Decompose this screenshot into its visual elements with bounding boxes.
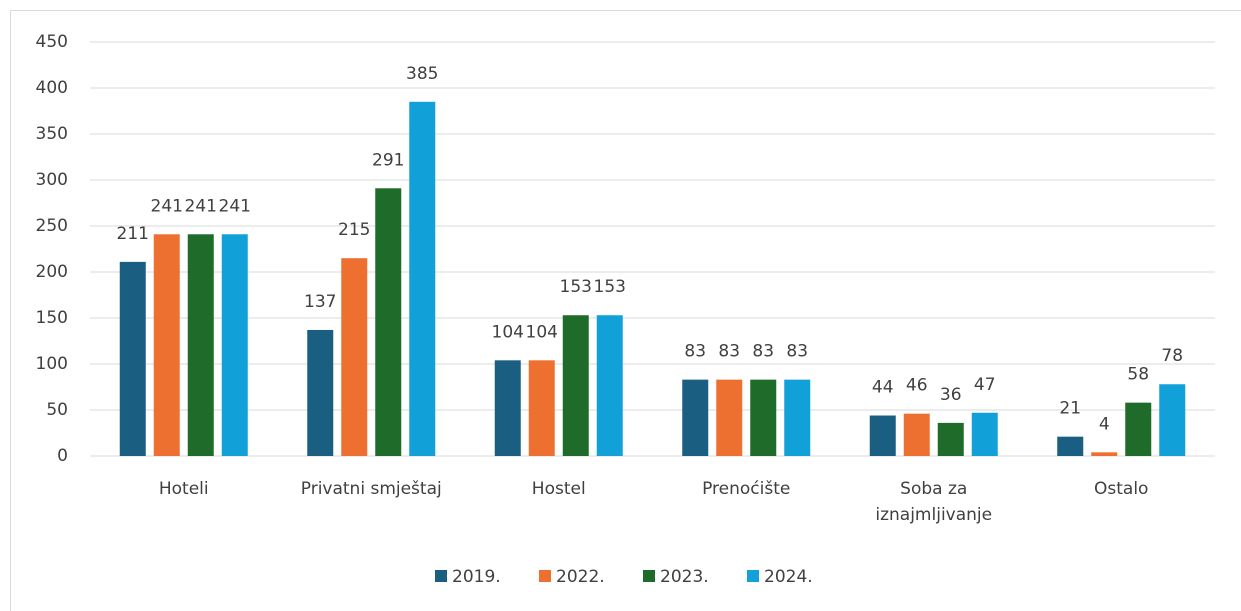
y-tick-label: 400: [36, 78, 68, 98]
data-label: 78: [1161, 346, 1183, 366]
data-label: 83: [718, 342, 740, 362]
y-tick-label: 300: [36, 170, 68, 190]
legend-swatch: [539, 570, 551, 582]
legend-swatch: [435, 570, 447, 582]
legend-label: 2023.: [660, 567, 709, 587]
data-label: 241: [151, 196, 183, 216]
legend-label: 2024.: [764, 567, 813, 587]
data-label: 83: [684, 342, 706, 362]
y-tick-label: 50: [46, 400, 68, 420]
bar: [494, 360, 521, 456]
data-label: 83: [786, 342, 808, 362]
bar: [119, 261, 146, 456]
data-label: 58: [1127, 365, 1149, 385]
bar: [682, 379, 709, 456]
data-label: 153: [560, 277, 592, 297]
x-tick-label: Soba za iznajmljivanje: [875, 479, 993, 525]
bar: [341, 258, 368, 456]
data-label: 46: [906, 376, 928, 396]
bar: [971, 412, 998, 456]
bar: [1091, 452, 1118, 456]
data-label: 4: [1099, 414, 1110, 434]
bar: [528, 360, 555, 456]
bar: [716, 379, 743, 456]
legend-swatch: [747, 570, 759, 582]
bar: [409, 101, 436, 457]
data-label: 385: [406, 64, 438, 84]
data-label: 44: [872, 378, 894, 398]
chart-frame: [10, 10, 1241, 611]
x-tick-label: Hoteli: [158, 479, 209, 499]
data-label: 241: [185, 196, 217, 216]
data-label: 47: [974, 375, 996, 395]
bar: [1057, 436, 1084, 456]
data-label: 104: [526, 322, 558, 342]
data-label: 153: [594, 277, 626, 297]
legend-label: 2019.: [452, 567, 501, 587]
bar: [869, 415, 896, 456]
y-tick-label: 0: [57, 446, 68, 466]
data-label: 137: [304, 292, 336, 312]
bar: [375, 188, 402, 456]
data-label: 104: [492, 322, 524, 342]
y-tick-label: 100: [36, 354, 68, 374]
y-tick-label: 150: [36, 308, 68, 328]
bar: [221, 234, 248, 456]
x-tick-label: Prenoćište: [702, 479, 791, 499]
bar: [307, 329, 334, 456]
bar: [937, 422, 964, 456]
legend-swatch: [643, 570, 655, 582]
bar: [562, 315, 589, 456]
bar: [784, 379, 811, 456]
data-label: 211: [117, 224, 149, 244]
data-label: 241: [219, 196, 251, 216]
bar: [596, 315, 623, 456]
bar: [1125, 402, 1152, 456]
x-tick-label: Ostalo: [1094, 479, 1149, 499]
y-tick-label: 450: [36, 32, 68, 52]
x-tick-label: Hostel: [531, 479, 586, 499]
y-tick-label: 350: [36, 124, 68, 144]
y-tick-label: 250: [36, 216, 68, 236]
data-label: 21: [1059, 399, 1081, 419]
bar: [1159, 384, 1186, 456]
data-label: 36: [940, 385, 962, 405]
bar: [903, 413, 930, 456]
bar: [187, 234, 214, 456]
data-label: 215: [338, 220, 370, 240]
data-label: 83: [752, 342, 774, 362]
bar: [750, 379, 777, 456]
data-label: 291: [372, 150, 404, 170]
legend-label: 2022.: [556, 567, 605, 587]
bar: [153, 234, 180, 456]
y-tick-label: 200: [36, 262, 68, 282]
x-tick-label: Privatni smještaj: [300, 479, 442, 499]
